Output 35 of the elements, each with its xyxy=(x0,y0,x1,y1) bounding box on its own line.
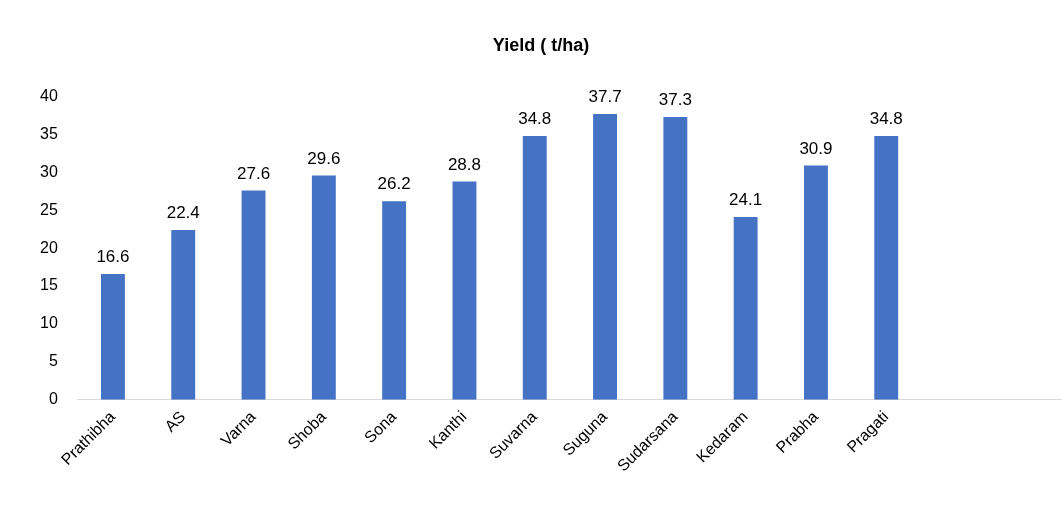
x-tick-label: AS xyxy=(161,407,189,435)
data-label: 34.8 xyxy=(518,109,552,129)
bar xyxy=(593,114,617,400)
bar xyxy=(311,175,336,400)
data-label: 28.8 xyxy=(447,154,481,174)
data-label: 16.6 xyxy=(96,247,130,267)
data-label: 30.9 xyxy=(799,138,833,158)
y-tick-label: 15 xyxy=(40,276,58,294)
y-tick-label: 35 xyxy=(40,124,58,142)
data-label: 26.2 xyxy=(377,174,411,194)
bar xyxy=(452,181,477,400)
data-label: 29.6 xyxy=(307,148,341,168)
y-tick-label: 40 xyxy=(40,87,58,105)
y-tick-label: 0 xyxy=(48,390,58,408)
bar xyxy=(171,229,196,400)
data-label: 24.1 xyxy=(729,190,763,210)
data-label: 37.7 xyxy=(588,87,622,107)
chart-title: Yield ( t/ha) xyxy=(492,34,590,55)
bar xyxy=(241,190,266,400)
y-tick-label: 25 xyxy=(40,200,58,218)
y-tick-label: 30 xyxy=(40,162,58,180)
y-tick-label: 20 xyxy=(40,238,58,256)
bar xyxy=(522,136,547,400)
bar xyxy=(733,217,758,400)
bar xyxy=(101,273,125,400)
bar xyxy=(663,117,688,400)
bar xyxy=(382,201,407,400)
data-label: 34.8 xyxy=(869,109,903,129)
y-tick-label: 5 xyxy=(48,352,58,370)
y-tick-label: 10 xyxy=(40,314,58,332)
bar xyxy=(874,136,899,400)
data-label: 37.3 xyxy=(658,90,692,110)
bar xyxy=(804,165,828,400)
data-label: 22.4 xyxy=(166,203,200,223)
data-label: 27.6 xyxy=(237,163,271,183)
